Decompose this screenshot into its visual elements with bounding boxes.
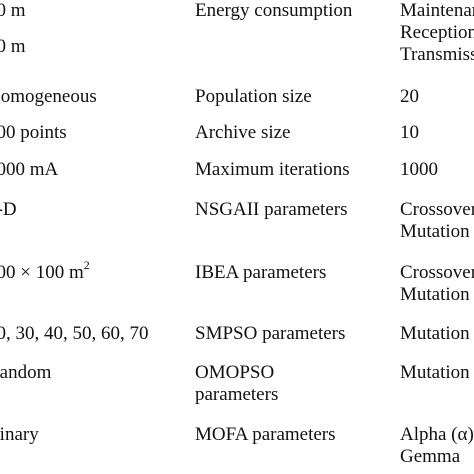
cell-line: Mutation	[400, 221, 470, 242]
table-cell: Mutation	[400, 323, 470, 344]
table-cell: Binary	[0, 424, 39, 445]
table-cell: SMPSO parameters	[195, 323, 346, 344]
table-cell: MOFA parameters	[195, 424, 336, 445]
table-cell: IBEA parameters	[195, 262, 327, 283]
table-cell: 00 m	[0, 0, 26, 21]
table-cell: Population size	[195, 86, 312, 107]
table-cell: Maintenance Reception Transmission	[400, 0, 474, 66]
table-cell: 10, 30, 40, 50, 60, 70	[0, 323, 149, 344]
cell-line: Alpha (α)	[400, 424, 474, 445]
table-cell: Archive size	[195, 122, 291, 143]
table-cell: 10	[400, 122, 419, 143]
table-cell: 100 × 100 m2	[0, 259, 90, 284]
cell-line: Transmission	[400, 44, 474, 65]
table-cell: 00 m	[0, 36, 26, 57]
table-cell: Energy consumption	[195, 0, 353, 21]
table-cell: 2-D	[0, 199, 17, 220]
table-cell: 1000 mA	[0, 159, 59, 180]
superscript: 2	[83, 258, 90, 272]
table-cell: NSGAII parameters	[195, 199, 348, 220]
cell-line: OMOPSO	[195, 362, 275, 383]
cell-line: Gemma	[400, 446, 461, 467]
table-cell: Alpha (α) Gemma	[400, 424, 474, 468]
cell-line: parameters	[195, 384, 279, 405]
table-cell: 20	[400, 86, 419, 107]
cell-line: Mutation	[400, 284, 470, 305]
table-cell: Crossover Mutation	[400, 199, 474, 243]
table-cell: 1000	[400, 159, 438, 180]
cell-line: Crossover	[400, 199, 474, 220]
cell-text: 100 × 100 m	[0, 262, 84, 283]
table-cell: 100 points	[0, 122, 67, 143]
table-cell: Homogeneous	[0, 86, 97, 107]
table-cell: Random	[0, 362, 52, 383]
cell-line: Maintenance	[400, 0, 474, 21]
cell-line: Crossover	[400, 262, 474, 283]
table-cell: Maximum iterations	[195, 159, 350, 180]
table-cell: OMOPSO parameters	[195, 362, 278, 406]
cell-line: Reception	[400, 22, 474, 43]
table-cell: Mutation	[400, 362, 470, 383]
table-cell: Crossover Mutation	[400, 262, 474, 306]
